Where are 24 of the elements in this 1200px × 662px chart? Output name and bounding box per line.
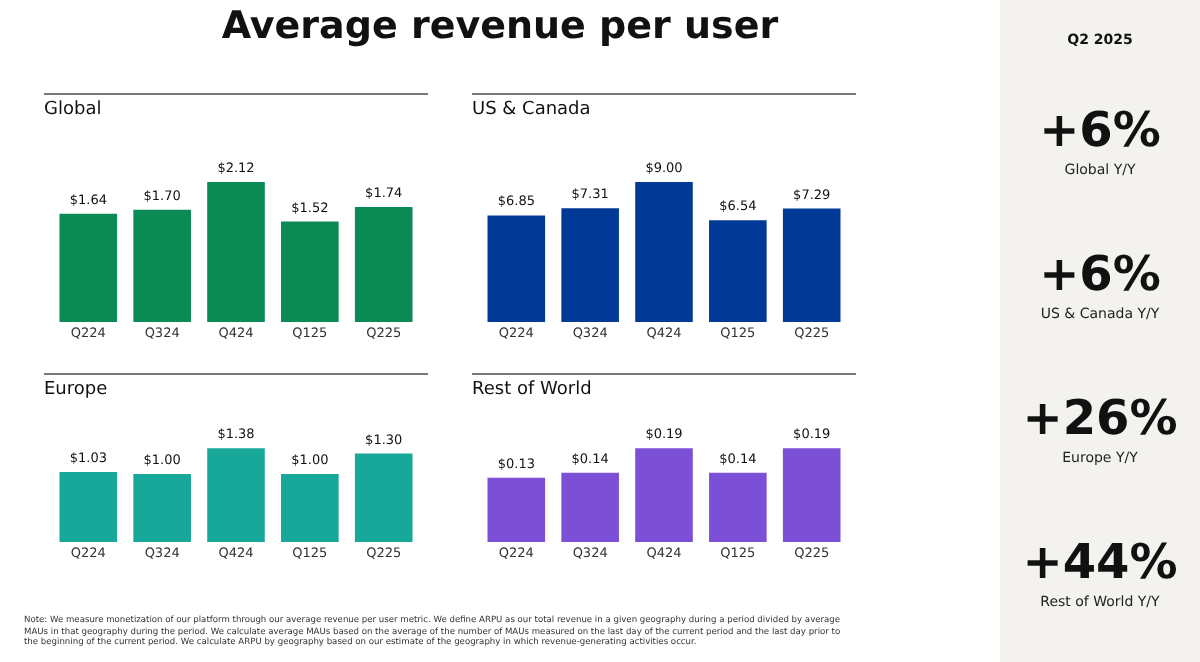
text: +44% [1020,534,1180,590]
chart-title: Global [44,100,102,121]
bar [59,471,118,542]
bar [354,207,413,322]
bar [782,208,841,322]
bar [635,182,693,322]
bar [487,215,546,322]
bar [133,474,191,542]
chart-title: Europe [44,380,109,401]
text: +6% [1037,102,1163,158]
bar [709,220,767,322]
text: +26% [1020,390,1180,446]
bar [561,208,619,322]
bar [207,448,265,542]
chart-title: Rest of World [472,380,592,401]
bar [133,209,191,322]
bar [281,221,339,322]
bar [354,453,413,542]
chart-title: US & Canada [472,100,591,121]
bar [281,474,339,542]
text: Average revenue per user [219,4,781,48]
bar [59,213,118,322]
text: +6% [1037,246,1163,302]
bar [207,182,265,322]
